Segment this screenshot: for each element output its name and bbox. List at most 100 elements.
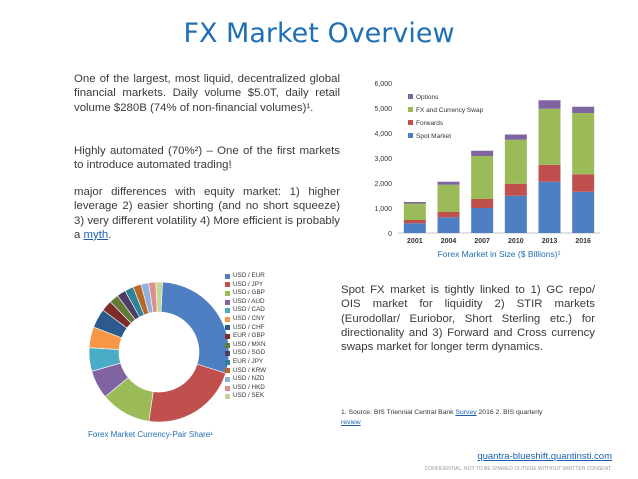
legend-label: USD / SGD [233,349,266,357]
legend-label: USD / JPY [233,280,264,288]
legend-swatch [225,385,230,391]
legend-swatch [408,120,413,125]
bar-segment [572,191,595,233]
legend-swatch [225,290,230,296]
confidential-notice: CONFIDENTIAL. NOT TO BE SHARED OUTSIDE W… [424,466,612,472]
bar-segment [538,181,561,233]
bar-segment [572,113,595,175]
currency-pair-legend-item: USD / JPY [225,281,266,290]
y-tick-label: 4,000 [374,131,392,138]
survey-link[interactable]: Survey [455,409,477,416]
bar-segment [538,100,561,109]
legend-label: USD / AUD [233,297,265,305]
bar-segment [437,184,460,212]
donut-slice [160,281,230,374]
myth-link[interactable]: myth [83,228,109,241]
currency-pair-legend-item: USD / AUD [225,298,266,307]
bar-segment [403,223,426,233]
legend-swatch [225,316,230,322]
paragraph-differences: major differences with equity market: 1)… [74,185,340,242]
bar-segment [403,220,426,224]
bar-segment [471,199,494,208]
bar-segment [471,156,494,199]
y-tick-label: 0 [388,231,392,238]
bar-segment [437,212,460,218]
y-tick-label: 1,000 [374,206,392,213]
differences-end: . [108,228,112,241]
legend-swatch [408,94,413,99]
legend-swatch [225,394,230,400]
y-tick-label: 2,000 [374,181,392,188]
bar-segment [504,195,527,233]
legend-swatch [225,333,230,339]
currency-pair-legend-item: USD / SEK [225,392,266,401]
currency-pair-donut-chart [88,281,230,423]
bar-chart-title: Forex Market in Size ($ Billions)¹ [438,249,561,259]
x-tick-label: 2016 [575,238,591,245]
currency-pair-legend-item: EUR / JPY [225,358,266,367]
legend-swatch [225,325,230,331]
bar-segment [572,174,595,192]
currency-pair-chart-title: Forex Market Currency-Pair Share¹ [88,430,213,439]
x-tick-label: 2004 [441,238,457,245]
page-title: FX Market Overview [183,18,455,49]
x-tick-label: 2007 [474,238,490,245]
currency-pair-legend-item: USD / SGD [225,349,266,358]
legend-swatch [225,376,230,382]
bar-segment [504,183,527,196]
legend-label: USD / MXN [233,340,266,348]
currency-pair-legend: USD / EUR USD / JPY USD / GBP USD / AUD USD … [225,272,266,401]
review-link[interactable]: review [341,419,361,426]
currency-pair-legend-item: USD / MXN [225,341,266,350]
donut-slice [148,363,227,423]
paragraph-automation: Highly automated (70%²) – One of the fir… [74,145,340,172]
x-tick-label: 2001 [407,238,423,245]
quantra-site-link[interactable]: quantra-blueshift.quantinsti.com [477,451,612,462]
footnote-source: 1. Source: BIS Triennial Central Bank [341,409,454,416]
legend-label: USD / GBP [233,289,265,297]
bar-segment [403,203,426,220]
currency-pair-legend-item: USD / NZD [225,375,266,384]
legend-label: FX and Currency Swap [416,107,484,114]
y-tick-label: 3,000 [374,156,392,163]
currency-pair-legend-item: USD / EUR [225,272,266,281]
legend-label: EUR / GBP [233,332,265,340]
legend-label: EUR / JPY [233,357,264,365]
legend-label: USD / SEK [233,392,265,400]
legend-label: USD / CAD [233,306,265,314]
x-tick-label: 2010 [508,238,524,245]
legend-label: USD / HKD [233,383,265,391]
legend-swatch [225,368,230,374]
bar-segment [437,181,460,185]
bar-segment [538,108,561,165]
legend-swatch [408,133,413,138]
legend-swatch [225,308,230,314]
legend-label: Spot Market [416,133,451,140]
currency-pair-legend-item: USD / CNY [225,315,266,324]
legend-swatch [225,282,230,288]
footnote-quarterly: 2016 2. BIS quarterly [478,409,543,416]
bar-segment [471,208,494,233]
legend-label: USD / EUR [233,272,265,279]
bar-segment [504,139,527,184]
bar-segment [471,150,494,156]
legend-label: USD / NZD [233,375,265,383]
currency-pair-legend-item: USD / HKD [225,384,266,393]
legend-label: Forwards [416,120,444,127]
legend-label: USD / CNY [233,314,265,322]
legend-swatch [225,351,230,357]
legend-label: USD / CHF [233,323,265,331]
x-tick-label: 2013 [542,238,558,245]
currency-pair-legend-item: USD / CAD [225,306,266,315]
differences-text: major differences with equity market: 1)… [74,186,340,241]
site-link-container: quantra-blueshift.quantinsti.com [0,451,612,462]
legend-label: USD / KRW [233,366,267,374]
donut-slice [155,281,163,313]
y-tick-label: 6,000 [374,81,392,88]
legend-swatch [408,107,413,112]
spot-fx-paragraph: Spot FX market is tightly linked to 1) G… [341,284,595,354]
legend-label: Options [416,94,439,101]
bar-segment [437,217,460,233]
bar-segment [572,106,595,113]
legend-swatch [225,342,230,348]
